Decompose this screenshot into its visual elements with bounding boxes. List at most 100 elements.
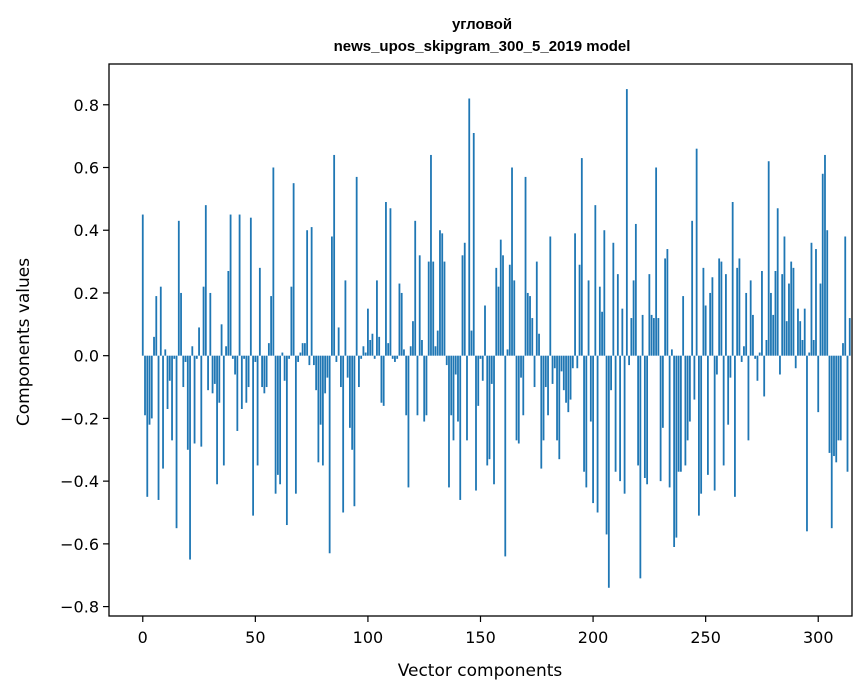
- bar: [276, 355, 279, 475]
- bar: [153, 336, 155, 356]
- y-tick-label: −0.8: [60, 598, 99, 617]
- plot-frame: [108, 63, 853, 617]
- bar: [810, 242, 813, 356]
- bar: [529, 296, 531, 356]
- bar: [472, 133, 475, 356]
- bar: [535, 261, 538, 356]
- bar: [416, 355, 419, 416]
- bar: [752, 314, 754, 356]
- y-tick-label: 0.4: [74, 221, 99, 240]
- bar: [821, 173, 824, 356]
- bar: [738, 258, 741, 356]
- bar: [625, 89, 628, 356]
- bar: [186, 355, 189, 450]
- bar: [407, 355, 410, 488]
- bar: [567, 355, 570, 413]
- bar: [848, 318, 851, 356]
- bar: [589, 355, 592, 422]
- y-tick-label: 0.8: [74, 96, 99, 115]
- bar: [531, 318, 534, 356]
- bar: [412, 321, 414, 356]
- bar: [317, 355, 320, 463]
- bar: [222, 355, 225, 466]
- bar: [141, 214, 144, 356]
- bar: [718, 258, 721, 356]
- bar: [225, 346, 227, 356]
- bar: [580, 158, 583, 356]
- bar: [743, 346, 745, 356]
- bar: [204, 205, 207, 356]
- bar: [657, 318, 660, 356]
- bar: [601, 311, 603, 356]
- y-tick-label: −0.2: [60, 409, 99, 428]
- bar: [646, 355, 649, 485]
- bar: [603, 230, 606, 356]
- bar: [211, 355, 214, 394]
- bar: [252, 355, 254, 516]
- bar: [736, 267, 739, 356]
- bar: [749, 280, 752, 356]
- bar: [513, 280, 516, 356]
- bar: [675, 355, 678, 538]
- bar: [261, 355, 263, 388]
- x-tick-label: 0: [138, 628, 148, 647]
- bar: [497, 286, 500, 356]
- bar: [641, 314, 644, 356]
- bar: [454, 355, 457, 375]
- bar: [533, 355, 536, 388]
- bar: [819, 283, 822, 356]
- bar: [812, 340, 815, 356]
- bar: [630, 318, 633, 356]
- bar: [236, 355, 239, 431]
- bar: [761, 271, 763, 356]
- bar: [499, 239, 502, 356]
- bar: [605, 355, 608, 535]
- bar: [526, 292, 529, 356]
- y-tick-label: −0.4: [60, 472, 99, 491]
- bar: [405, 355, 408, 416]
- bar: [182, 355, 185, 388]
- bar: [691, 220, 694, 356]
- bar: [355, 176, 358, 356]
- bar: [544, 355, 547, 388]
- x-axis-ticks: 0 50 100 150 200 250 300: [138, 616, 834, 647]
- bar: [234, 355, 236, 375]
- bar: [817, 355, 820, 413]
- bar: [803, 308, 806, 356]
- bar: [434, 346, 437, 356]
- bar: [180, 292, 182, 356]
- bar: [294, 355, 297, 494]
- bar: [391, 355, 394, 359]
- bar: [258, 267, 261, 356]
- bar: [358, 355, 360, 388]
- bar: [722, 355, 725, 466]
- bar: [340, 355, 342, 388]
- bar: [774, 271, 777, 356]
- bar: [670, 349, 673, 356]
- bar: [538, 333, 540, 356]
- bar: [549, 236, 552, 356]
- bar: [495, 267, 498, 356]
- bar: [349, 355, 351, 428]
- bar: [713, 355, 716, 491]
- bar: [637, 355, 640, 466]
- bar: [808, 352, 811, 356]
- bar: [522, 355, 525, 416]
- x-tick-label: 150: [465, 628, 496, 647]
- bar: [351, 355, 354, 450]
- bar: [283, 355, 286, 381]
- bar: [216, 355, 218, 485]
- bar: [281, 352, 284, 356]
- bar: [772, 314, 775, 356]
- y-tick-label: 0.2: [74, 284, 99, 303]
- bar: [198, 327, 200, 356]
- bar: [488, 355, 491, 460]
- bar: [459, 355, 462, 500]
- bar: [202, 286, 205, 356]
- bar: [695, 148, 698, 356]
- bar: [616, 274, 619, 356]
- bar: [396, 355, 399, 359]
- bar: [686, 355, 689, 441]
- bar: [725, 274, 727, 356]
- bar: [562, 355, 565, 391]
